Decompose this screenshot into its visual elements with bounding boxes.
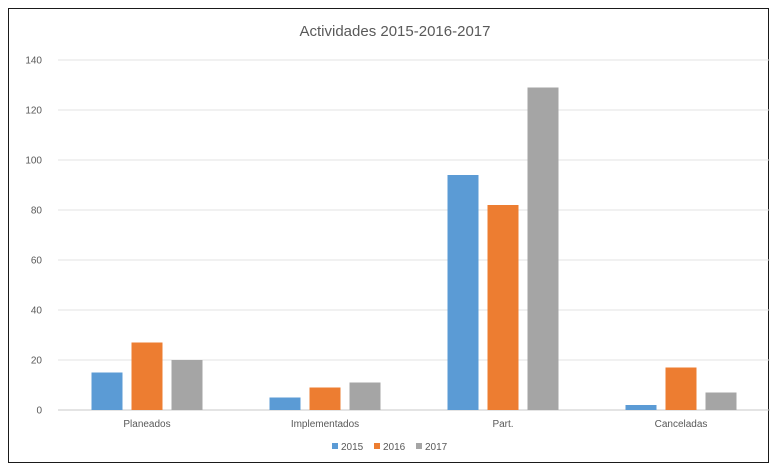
- legend-label: 2016: [383, 442, 406, 453]
- bar-2016-implementados: [309, 387, 341, 410]
- x-axis-labels: Planeados Implementados Part. Canceladas: [123, 419, 707, 430]
- bars: [91, 87, 737, 410]
- y-tick-label: 20: [31, 356, 43, 367]
- bar-2015-part: [447, 175, 479, 410]
- legend: 2015 2016 2017: [332, 442, 448, 453]
- bar-2016-part: [487, 205, 519, 410]
- bar-2015-planeados: [91, 372, 123, 410]
- y-tick-label: 40: [31, 306, 43, 317]
- bar-2017-canceladas: [705, 392, 737, 410]
- legend-label: 2015: [341, 442, 364, 453]
- bar-2017-planeados: [171, 360, 203, 410]
- y-tick-label: 120: [25, 106, 42, 117]
- legend-swatch: [416, 443, 422, 449]
- y-axis-ticks: 0 20 40 60 80 100 120 140: [25, 56, 42, 417]
- bar-2017-implementados: [349, 382, 381, 410]
- x-category-label: Planeados: [123, 419, 170, 430]
- bar-2016-canceladas: [665, 367, 697, 410]
- chart-title: Actividades 2015-2016-2017: [300, 23, 491, 40]
- gridlines: [58, 59, 770, 411]
- y-tick-label: 100: [25, 156, 42, 167]
- y-tick-label: 80: [31, 206, 43, 217]
- y-tick-label: 140: [25, 56, 42, 67]
- legend-label: 2017: [425, 442, 448, 453]
- bar-2016-planeados: [131, 342, 163, 410]
- y-tick-label: 0: [36, 406, 42, 417]
- x-category-label: Part.: [492, 419, 513, 430]
- x-category-label: Implementados: [291, 419, 359, 430]
- y-tick-label: 60: [31, 256, 43, 267]
- bar-2015-implementados: [269, 397, 301, 410]
- bar-2015-canceladas: [625, 405, 657, 410]
- legend-swatch: [374, 443, 380, 449]
- legend-swatch: [332, 443, 338, 449]
- x-category-label: Canceladas: [655, 419, 708, 430]
- bar-2017-part: [527, 87, 559, 410]
